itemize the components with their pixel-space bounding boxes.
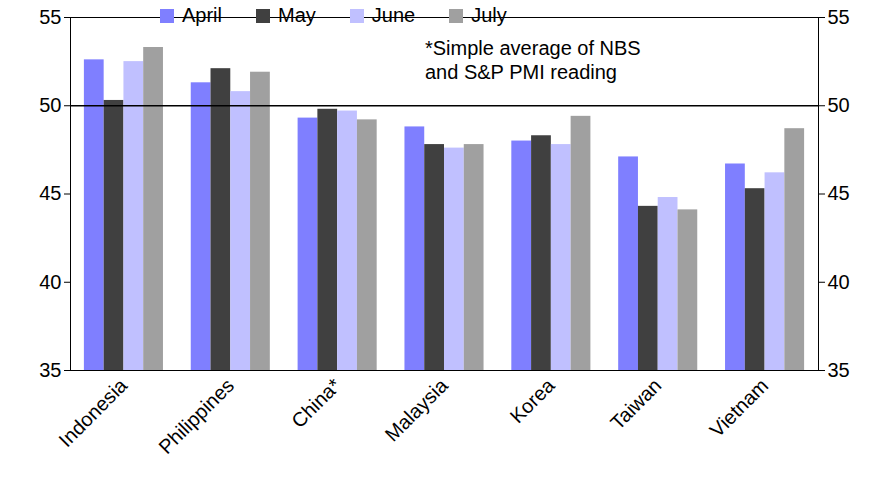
svg-text:Vietnam: Vietnam bbox=[705, 374, 772, 441]
svg-text:40: 40 bbox=[828, 271, 850, 293]
html-text:April: April bbox=[182, 4, 222, 26]
svg-text:Philippines: Philippines bbox=[154, 374, 238, 458]
svg-text:45: 45 bbox=[39, 182, 61, 204]
svg-text:35: 35 bbox=[39, 359, 61, 381]
svg-text:Malaysia: Malaysia bbox=[380, 374, 452, 446]
svg-text:Taiwan: Taiwan bbox=[606, 374, 666, 434]
svg-text:35: 35 bbox=[828, 359, 850, 381]
svg-text:55: 55 bbox=[39, 6, 61, 28]
svg-text:Korea: Korea bbox=[505, 374, 559, 428]
svg-text:55: 55 bbox=[828, 6, 850, 28]
html-text:June: June bbox=[371, 4, 416, 26]
svg-text:Indonesia: Indonesia bbox=[54, 374, 132, 452]
html-text:May: May bbox=[278, 4, 316, 26]
html-text:and S&P PMI reading: and S&P PMI reading bbox=[425, 61, 617, 83]
svg-text:China*: China* bbox=[287, 374, 345, 432]
html-text:July: July bbox=[471, 4, 507, 26]
svg-text:50: 50 bbox=[39, 94, 61, 116]
html-text:*Simple average of NBS: *Simple average of NBS bbox=[425, 37, 641, 59]
svg-text:50: 50 bbox=[828, 94, 850, 116]
svg-text:40: 40 bbox=[39, 271, 61, 293]
svg-text:45: 45 bbox=[828, 182, 850, 204]
